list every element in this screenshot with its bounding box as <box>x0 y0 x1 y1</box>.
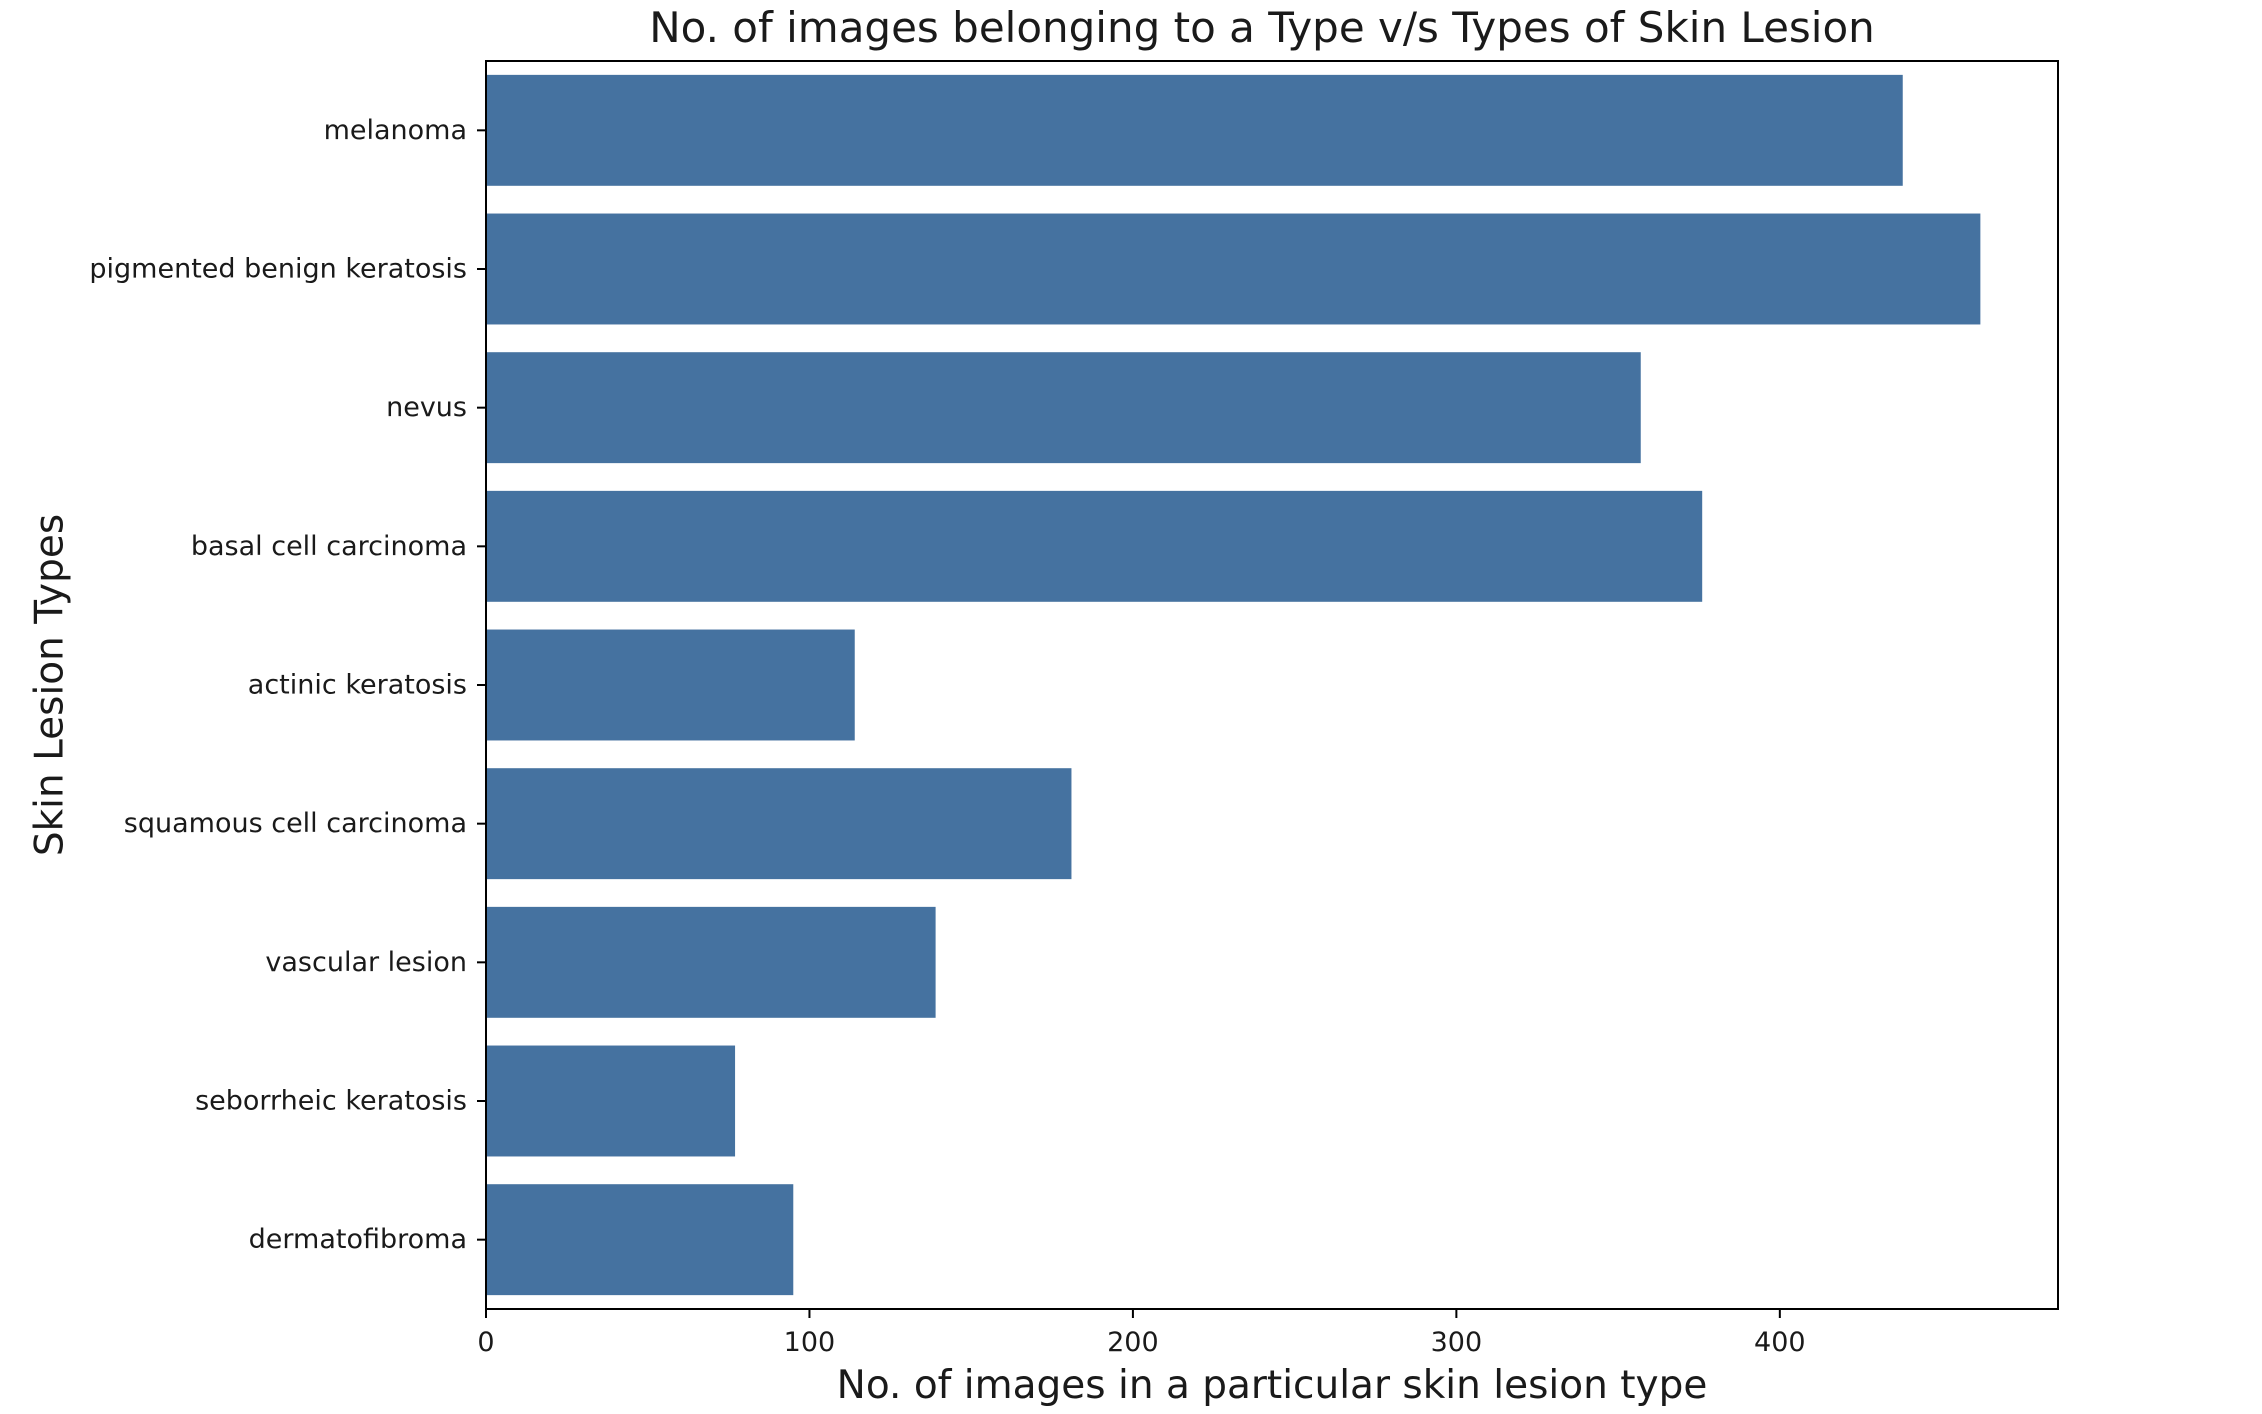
bar-vascular-lesion <box>486 906 936 1018</box>
bar-squamous-cell-carcinoma <box>486 768 1072 880</box>
bar-seborrheic-keratosis <box>486 1045 736 1157</box>
y-tick-label: seborrheic keratosis <box>195 1086 467 1117</box>
y-tick-label: vascular lesion <box>265 947 467 978</box>
x-axis-ticks: 0 100 200 300 400 <box>477 1309 1806 1358</box>
y-tick-label: dermatofibroma <box>249 1224 467 1255</box>
bar-actinic-keratosis <box>486 629 855 741</box>
bar-basal-cell-carcinoma <box>486 490 1703 602</box>
bar-nevus <box>486 352 1641 464</box>
x-tick-label: 300 <box>1431 1327 1483 1358</box>
y-tick-label: nevus <box>386 392 467 423</box>
x-tick-label: 400 <box>1754 1327 1806 1358</box>
bars-layer <box>486 74 1981 1296</box>
plot-frame <box>485 60 2059 1310</box>
y-tick-label: basal cell carcinoma <box>191 531 467 562</box>
y-axis-title: Skin Lesion Types <box>28 514 73 856</box>
x-tick-label: 0 <box>477 1327 494 1358</box>
y-tick-label: pigmented benign keratosis <box>89 254 467 285</box>
y-axis-ticks: melanoma pigmented benign keratosis nevus b… <box>89 115 486 1255</box>
y-tick-label: actinic keratosis <box>248 670 467 701</box>
chart-title: No. of images belonging to a Type v/s Ty… <box>649 3 1875 52</box>
y-tick-label: melanoma <box>324 115 467 146</box>
bar-dermatofibroma <box>486 1184 794 1296</box>
x-axis-title: No. of images in a particular skin lesio… <box>837 1363 1708 1408</box>
x-tick-label: 200 <box>1107 1327 1159 1358</box>
bar-pigmented-benign-keratosis <box>486 213 1981 325</box>
y-tick-label: squamous cell carcinoma <box>124 808 467 839</box>
x-tick-label: 100 <box>784 1327 836 1358</box>
bar-melanoma <box>486 74 1903 186</box>
